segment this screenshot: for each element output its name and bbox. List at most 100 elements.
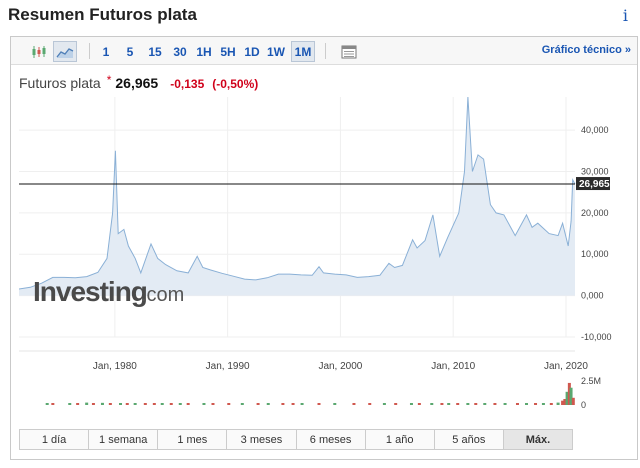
volume-bar (300, 403, 304, 405)
volume-bar (466, 403, 470, 405)
volume-bar (152, 403, 156, 405)
x-tick-label: Jan, 1980 (93, 361, 137, 372)
logo-suffix: .com (141, 284, 184, 306)
volume-bar (409, 403, 413, 405)
volume-bar (211, 403, 215, 405)
volume-bar (333, 403, 337, 405)
y-tick-label: 0,000 (581, 291, 604, 301)
interval-1[interactable]: 1 (102, 44, 110, 59)
volume-bar (534, 403, 538, 405)
volume-bar (474, 403, 478, 405)
interval-30[interactable]: 30 (173, 44, 187, 59)
y-tick-label: 30,000 (581, 166, 609, 176)
range-1-day[interactable]: 1 día (20, 430, 90, 449)
volume-bar (91, 403, 95, 405)
interval-1m[interactable]: 1M (291, 41, 315, 62)
range-selector: 1 día 1 semana 1 mes 3 meses 6 meses 1 a… (19, 429, 573, 450)
range-1-week[interactable]: 1 semana (89, 430, 159, 449)
volume-bar (202, 403, 206, 405)
volume-bar (561, 400, 565, 405)
investing-logo: Investing .com (33, 276, 184, 307)
x-tick-label: Jan, 2020 (544, 361, 588, 372)
volume-bar (125, 403, 129, 405)
volume-tick-label: 0 (581, 400, 586, 410)
volume-bar (133, 403, 137, 405)
interval-5[interactable]: 5 (126, 44, 134, 59)
toolbar-divider (325, 43, 326, 59)
price-chart[interactable]: 40,000 30,000 20,000 10,000 0,000 -10,000 26,… (19, 97, 633, 417)
y-axis-labels: 40,000 30,000 20,000 10,000 0,000 -10,000 (581, 125, 612, 342)
range-max[interactable]: Máx. (503, 430, 572, 449)
range-1-month[interactable]: 1 mes (158, 430, 228, 449)
x-tick-label: Jan, 1990 (206, 361, 250, 372)
volume-bar (382, 403, 386, 405)
interval-15[interactable]: 15 (148, 44, 162, 59)
x-tick-label: Jan, 2000 (318, 361, 362, 372)
chart-toolbar: 1 5 15 30 1H 5H 1D 1W 1M Gráfico técnico… (11, 37, 637, 65)
x-axis-labels: Jan, 1980 Jan, 1990 Jan, 2000 Jan, 2010 Jan,… (93, 361, 588, 372)
instrument-name: Futuros plata (19, 75, 101, 91)
volume-bars (45, 382, 575, 405)
volume-bar (68, 403, 72, 405)
technical-chart-link[interactable]: Gráfico técnico » (541, 44, 631, 56)
volume-bar (256, 403, 260, 405)
volume-bar (108, 403, 112, 405)
interval-5h[interactable]: 5H (220, 44, 236, 59)
volume-bar (493, 403, 497, 405)
volume-bar (160, 403, 164, 405)
volume-bar (51, 403, 55, 405)
volume-bar (76, 403, 80, 405)
page-title: Resumen Futuros plata (8, 5, 197, 24)
volume-bar (240, 403, 244, 405)
volume-bar (186, 403, 190, 405)
interval-1h[interactable]: 1H (196, 44, 212, 59)
volume-bar (556, 402, 560, 405)
price-line (19, 97, 576, 290)
delay-marker: * (106, 73, 112, 87)
volume-bar (515, 403, 519, 405)
volume-bar (85, 402, 89, 405)
x-tick-label: Jan, 2010 (431, 361, 475, 372)
volume-bar (549, 403, 553, 405)
volume-bar (178, 403, 182, 405)
volume-bar (394, 403, 398, 405)
volume-bar (317, 403, 321, 405)
volume-bar (571, 397, 575, 405)
candlestick-icon[interactable] (27, 41, 51, 62)
price-change: -0,135 (170, 77, 205, 91)
volume-bar (440, 403, 444, 405)
volume-bar (143, 403, 147, 405)
y-tick-label: 40,000 (581, 125, 609, 135)
interval-1d[interactable]: 1D (244, 44, 260, 59)
logo-brand: Investing (33, 276, 147, 307)
info-icon[interactable]: i (622, 6, 628, 25)
volume-bar (368, 403, 372, 405)
volume-bar (569, 387, 573, 405)
volume-bar (525, 403, 529, 405)
range-3-months[interactable]: 3 meses (227, 430, 297, 449)
toolbar-divider (89, 43, 90, 59)
volume-bar (281, 403, 285, 405)
interval-1w[interactable]: 1W (267, 44, 285, 59)
volume-bar (352, 403, 356, 405)
volume-bar (227, 403, 231, 405)
range-6-months[interactable]: 6 meses (297, 430, 366, 449)
range-5-years[interactable]: 5 años (435, 430, 504, 449)
y-tick-label: 20,000 (581, 208, 609, 218)
chart-widget: 1 5 15 30 1H 5H 1D 1W 1M Gráfico técnico… (10, 36, 638, 460)
range-1-year[interactable]: 1 año (366, 430, 435, 449)
price-change-percent: (-0,50%) (212, 77, 259, 91)
volume-bar (100, 402, 104, 405)
volume-bar (169, 403, 173, 405)
table-icon[interactable] (337, 41, 361, 62)
volume-bar (291, 403, 295, 405)
volume-bar (447, 403, 451, 405)
volume-bar (503, 403, 507, 405)
volume-bar (266, 403, 270, 405)
volume-tick-label: 2.5M (581, 376, 601, 386)
volume-bar (456, 403, 460, 405)
y-tick-label: 10,000 (581, 249, 609, 259)
volume-bar (417, 403, 421, 405)
volume-bar (430, 403, 434, 405)
area-chart-icon[interactable] (53, 41, 77, 62)
